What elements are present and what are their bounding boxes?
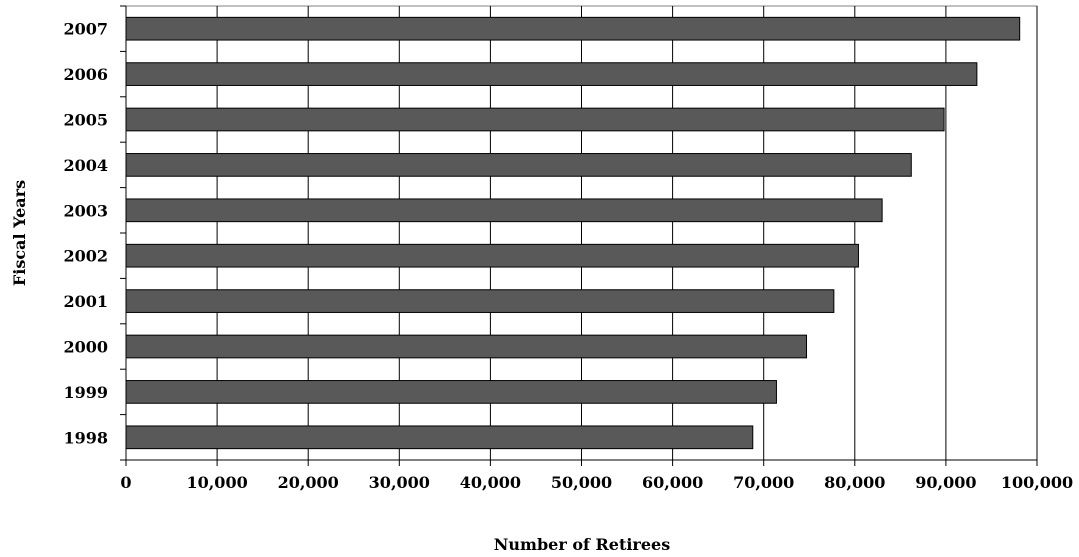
y-tick-label: 2006 — [63, 65, 108, 84]
axes — [120, 5, 1038, 466]
y-tick-label: 1998 — [63, 428, 108, 447]
y-tick-label: 2005 — [63, 111, 108, 130]
x-tick-label: 10,000 — [186, 473, 247, 492]
x-tick-label: 90,000 — [915, 473, 976, 492]
y-tick-label: 2000 — [63, 338, 108, 357]
bar-2003 — [125, 198, 883, 223]
bars — [125, 16, 1021, 450]
x-tick-label: 50,000 — [551, 473, 612, 492]
y-tick-label: 2004 — [63, 156, 108, 175]
y-tick-label: 2003 — [63, 201, 108, 220]
y-axis-title: Fiscal Years — [10, 180, 29, 286]
bar-2002 — [125, 243, 859, 268]
bar-2006 — [125, 62, 978, 86]
y-tick-label: 2001 — [63, 292, 108, 311]
bar-2005 — [125, 107, 945, 132]
x-tick-label: 30,000 — [369, 473, 430, 492]
x-axis-title: Number of Retirees — [494, 535, 670, 554]
bar-2000 — [125, 334, 808, 359]
x-tick-label: 40,000 — [460, 473, 521, 492]
x-tick-label: 60,000 — [642, 473, 703, 492]
bar-1998 — [125, 425, 754, 450]
bar-1999 — [125, 380, 777, 404]
x-tick-label: 70,000 — [733, 473, 794, 492]
bar-2001 — [125, 289, 835, 313]
tick-labels: 0 10,000 20,000 30,000 40,000 50,000 60,000 70,… — [63, 20, 1073, 492]
y-tick-label: 2007 — [63, 20, 108, 39]
bar-2004 — [125, 153, 912, 177]
x-tick-label: 100,000 — [1001, 473, 1073, 492]
x-tick-label: 0 — [120, 473, 131, 492]
bar-2007 — [125, 16, 1021, 41]
y-tick-label: 2002 — [63, 247, 108, 266]
y-tick-label: 1999 — [63, 383, 108, 402]
x-tick-label: 20,000 — [278, 473, 339, 492]
x-tick-label: 80,000 — [824, 473, 885, 492]
